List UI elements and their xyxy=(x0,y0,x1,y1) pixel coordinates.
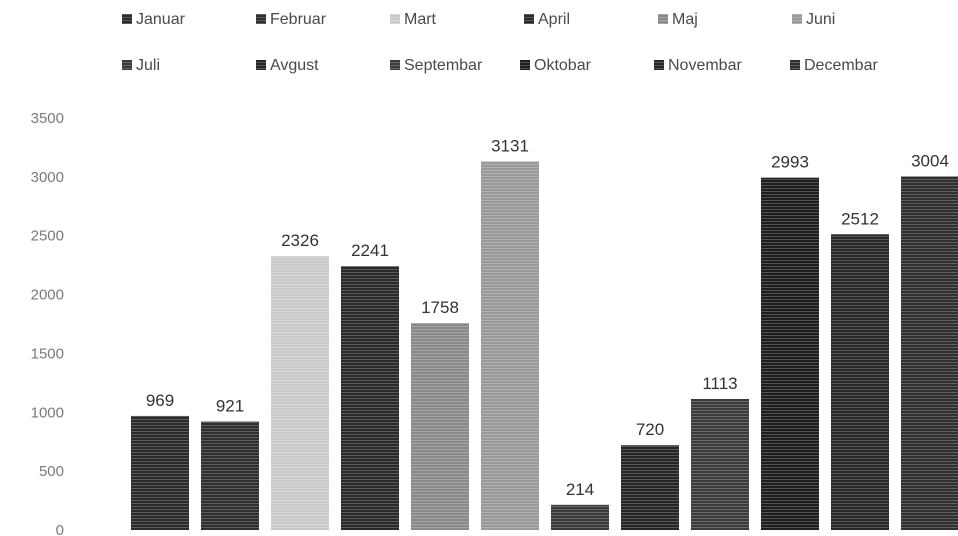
legend-swatch-januar xyxy=(122,14,132,24)
data-label-juli: 214 xyxy=(566,480,594,499)
data-label-april: 2241 xyxy=(351,241,389,260)
legend-label-maj: Maj xyxy=(672,11,698,28)
legend-label-februar: Februar xyxy=(270,11,327,28)
y-tick-label-500: 500 xyxy=(39,463,64,480)
legend-label-decembar: Decembar xyxy=(804,57,878,74)
y-tick-label-1000: 1000 xyxy=(31,404,64,421)
bar-april xyxy=(341,266,399,530)
data-label-novembar: 2512 xyxy=(841,209,879,228)
data-label-decembar: 3004 xyxy=(911,151,949,170)
legend-swatch-avgust xyxy=(256,60,266,70)
data-label-septembar: 1113 xyxy=(702,374,737,393)
legend-swatch-april xyxy=(524,14,534,24)
legend-label-avgust: Avgust xyxy=(270,57,319,74)
y-tick-label-3000: 3000 xyxy=(31,169,64,186)
legend-label-novembar: Novembar xyxy=(668,57,742,74)
data-label-januar: 969 xyxy=(146,391,174,410)
chart-bars xyxy=(131,161,958,531)
legend-label-septembar: Septembar xyxy=(404,57,483,74)
legend-swatch-juni xyxy=(792,14,802,24)
legend-swatch-mart xyxy=(390,14,400,24)
bar-septembar xyxy=(691,398,749,530)
data-labels: 969 921 2326 2241 1758 3131 214 720 1113 2993 2512… xyxy=(146,136,949,498)
legend-label-mart: Mart xyxy=(404,11,437,28)
legend-swatch-februar xyxy=(256,14,266,24)
data-label-avgust: 720 xyxy=(636,420,664,439)
bar-oktobar xyxy=(761,177,819,530)
bar-juni xyxy=(481,161,539,530)
data-label-oktobar: 2993 xyxy=(771,153,809,172)
data-label-juni: 3131 xyxy=(491,136,529,155)
legend-label-januar: Januar xyxy=(136,11,186,28)
legend-label-april: April xyxy=(538,11,570,28)
legend-swatch-juli xyxy=(122,60,132,70)
y-axis: 0 500 1000 1500 2000 2500 3000 3500 xyxy=(31,110,64,536)
legend-swatch-oktobar xyxy=(520,60,530,70)
data-label-februar: 921 xyxy=(216,397,244,416)
legend-label-oktobar: Oktobar xyxy=(534,57,592,74)
bar-juli xyxy=(551,504,609,530)
legend-label-juli: Juli xyxy=(136,57,160,74)
bar-novembar xyxy=(831,234,889,531)
bar-januar xyxy=(131,415,189,530)
data-label-maj: 1758 xyxy=(421,298,459,317)
legend-swatch-decembar xyxy=(790,60,800,70)
bar-avgust xyxy=(621,445,679,530)
chart-legend: Januar Februar Mart April Maj Juni Juli Avgust S… xyxy=(122,11,878,74)
data-label-mart: 2326 xyxy=(281,231,319,250)
y-tick-label-0: 0 xyxy=(56,522,64,536)
bar-maj xyxy=(411,323,469,530)
bar-mart xyxy=(271,256,329,530)
legend-swatch-septembar xyxy=(390,60,400,70)
y-tick-label-2500: 2500 xyxy=(31,228,64,245)
bar-decembar xyxy=(901,176,958,530)
legend-swatch-novembar xyxy=(654,60,664,70)
y-tick-label-2000: 2000 xyxy=(31,287,64,304)
y-tick-label-1500: 1500 xyxy=(31,345,64,362)
y-tick-label-3500: 3500 xyxy=(31,110,64,127)
bar-februar xyxy=(201,421,259,530)
legend-swatch-maj xyxy=(658,14,668,24)
legend-label-juni: Juni xyxy=(806,11,835,28)
